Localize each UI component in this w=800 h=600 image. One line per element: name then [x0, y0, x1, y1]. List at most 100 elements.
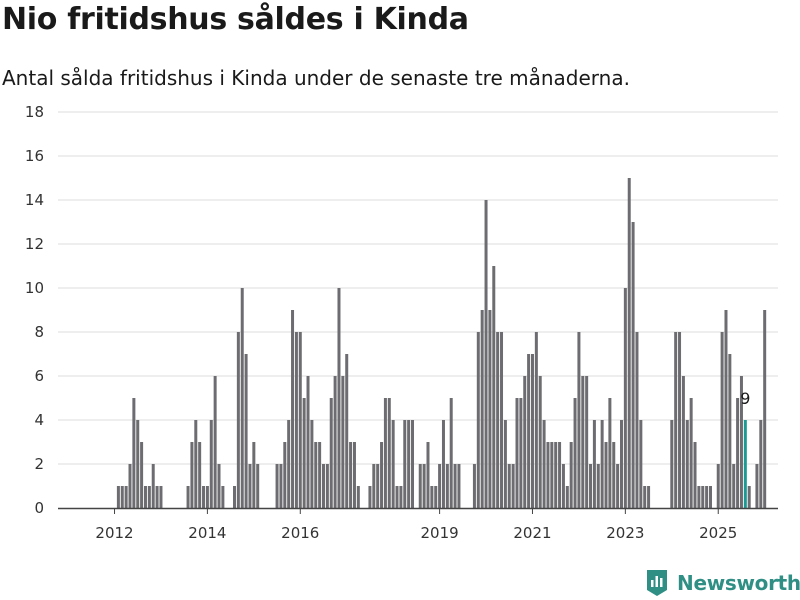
bar: [546, 442, 550, 508]
bar: [484, 200, 488, 508]
y-tick-label: 8: [34, 323, 44, 341]
bar: [275, 464, 279, 508]
bar: [612, 442, 616, 508]
bar: [558, 442, 562, 508]
bar: [724, 310, 728, 508]
bar: [759, 420, 763, 508]
bar: [542, 420, 546, 508]
bar: [221, 486, 225, 508]
bar: [399, 486, 403, 508]
bar: [244, 354, 248, 508]
bar: [693, 442, 697, 508]
bar: [140, 442, 144, 508]
bar: [763, 310, 767, 508]
bar: [143, 486, 147, 508]
bar: [565, 486, 569, 508]
bar: [623, 288, 627, 508]
bar: [755, 464, 759, 508]
bar: [492, 266, 496, 508]
bar: [639, 420, 643, 508]
bar: [496, 332, 500, 508]
bar: [438, 464, 442, 508]
bar: [422, 464, 426, 508]
bar: [240, 288, 244, 508]
y-tick-label: 12: [25, 235, 44, 253]
bar: [291, 310, 295, 508]
y-tick-label: 16: [25, 147, 44, 165]
x-tick-label: 2019: [421, 524, 459, 542]
bar: [527, 354, 531, 508]
bar: [372, 464, 376, 508]
bar: [356, 486, 360, 508]
bar: [480, 310, 484, 508]
bar: [391, 420, 395, 508]
bar: [306, 376, 310, 508]
bar: [434, 486, 438, 508]
bars: [116, 178, 767, 508]
bar: [232, 486, 236, 508]
y-tick-label: 4: [34, 411, 44, 429]
bar: [705, 486, 709, 508]
bar: [550, 442, 554, 508]
bar: [186, 486, 190, 508]
y-tick-label: 10: [25, 279, 44, 297]
bar: [596, 464, 600, 508]
bar: [155, 486, 159, 508]
bar: [345, 354, 349, 508]
bar: [376, 464, 380, 508]
y-tick-label: 2: [34, 455, 44, 473]
bar: [589, 464, 593, 508]
bar: [136, 420, 140, 508]
bar: [116, 486, 120, 508]
x-tick-label: 2023: [606, 524, 644, 542]
bar: [685, 420, 689, 508]
bar: [298, 332, 302, 508]
bar: [202, 486, 206, 508]
bar: [670, 420, 674, 508]
bar: [368, 486, 372, 508]
bar: [213, 376, 217, 508]
bar: [511, 464, 515, 508]
chart-subtitle: Antal sålda fritidshus i Kinda under de …: [2, 66, 630, 90]
bar: [430, 486, 434, 508]
bar: [252, 442, 256, 508]
y-tick-label: 18: [25, 103, 44, 121]
bar: [124, 486, 128, 508]
bar: [573, 398, 577, 508]
bar: [701, 486, 705, 508]
bar: [538, 376, 542, 508]
bar: [519, 398, 523, 508]
bar: [678, 332, 682, 508]
bar: [728, 354, 732, 508]
bar: [581, 376, 585, 508]
bar: [569, 442, 573, 508]
bar-highlight: [743, 420, 747, 508]
bar: [352, 442, 356, 508]
bar: [449, 398, 453, 508]
y-tick-label: 0: [34, 499, 44, 517]
bar: [716, 464, 720, 508]
data-label: 9: [740, 389, 750, 408]
bar: [523, 376, 527, 508]
bar: [577, 332, 581, 508]
bar: [647, 486, 651, 508]
bar: [403, 420, 407, 508]
bar: [325, 464, 329, 508]
bar: [689, 398, 693, 508]
bar: [318, 442, 322, 508]
bar: [256, 464, 260, 508]
bar: [457, 464, 461, 508]
bar: [585, 376, 589, 508]
data-labels: 9: [740, 389, 750, 408]
bar: [503, 420, 507, 508]
y-tick-label: 6: [34, 367, 44, 385]
x-tick-label: 2014: [188, 524, 226, 542]
bar: [236, 332, 240, 508]
bar: [147, 486, 151, 508]
bar: [279, 464, 283, 508]
bar: [248, 464, 252, 508]
bar: [329, 398, 333, 508]
bar: [132, 398, 136, 508]
bar: [217, 464, 221, 508]
bar: [190, 442, 194, 508]
